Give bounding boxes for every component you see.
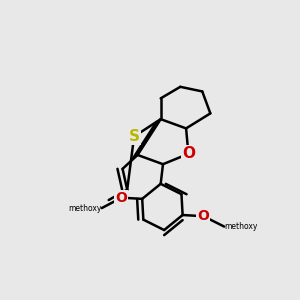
Text: methoxy: methoxy <box>68 204 102 213</box>
Text: O: O <box>182 146 195 161</box>
Text: O: O <box>116 191 127 205</box>
Text: O: O <box>197 209 209 223</box>
Text: S: S <box>129 129 140 144</box>
Text: methoxy: methoxy <box>224 222 258 231</box>
